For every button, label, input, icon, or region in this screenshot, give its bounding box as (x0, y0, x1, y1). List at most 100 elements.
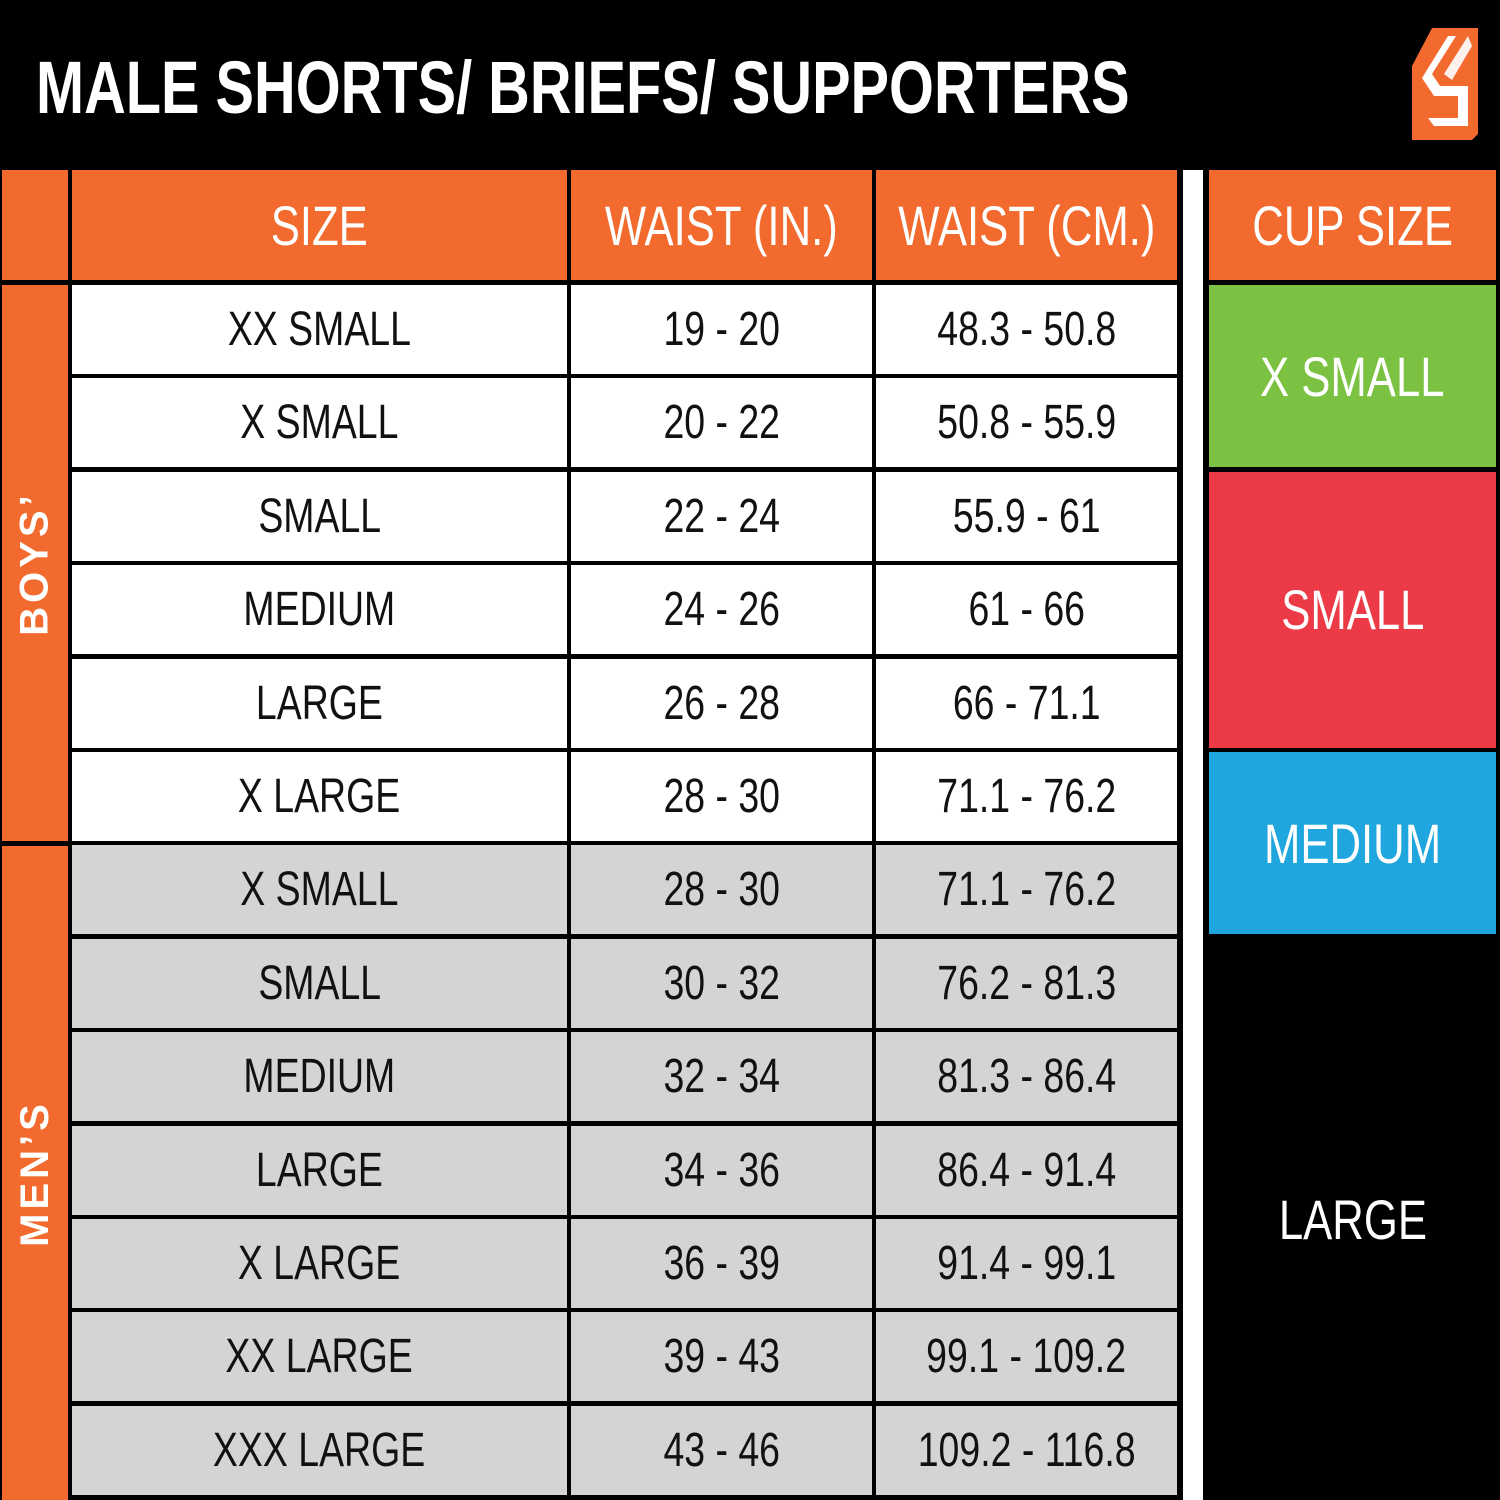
cell-text: 24 - 26 (663, 583, 780, 637)
cell-text: XX LARGE (225, 1330, 414, 1384)
cell-size: MEDIUM (72, 565, 567, 655)
cell-in: 28 - 30 (571, 752, 872, 841)
cell-text: LARGE (256, 676, 383, 730)
cell-text: X SMALL (240, 863, 399, 917)
cell-text: 30 - 32 (663, 956, 780, 1010)
cell-cm: 76.2 - 81.3 (876, 938, 1177, 1028)
boys-label: BOYS’ (12, 490, 57, 636)
cell-text: 91.4 - 99.1 (936, 1237, 1117, 1290)
cell-cm: 71.1 - 76.2 (876, 845, 1177, 935)
cell-text: LARGE (256, 1143, 383, 1197)
cell-text: 43 - 46 (663, 1423, 780, 1477)
cell-in: 34 - 36 (571, 1125, 872, 1215)
header-size-label: SIZE (270, 193, 369, 257)
cell-text: XXX LARGE (213, 1423, 426, 1477)
cell-cm: 50.8 - 55.9 (876, 378, 1177, 468)
mens-label: MEN’S (12, 1099, 57, 1247)
cell-size: SMALL (72, 471, 567, 561)
cell-text: 36 - 39 (663, 1237, 780, 1290)
cell-in: 36 - 39 (571, 1219, 872, 1308)
header-waist-in: WAIST (IN.) (571, 170, 872, 280)
cell-text: X LARGE (238, 770, 401, 823)
cell-size: XX SMALL (72, 285, 567, 374)
header-cup-size: CUP SIZE (1209, 170, 1496, 280)
cup-size-block: X SMALL (1209, 285, 1496, 468)
cell-cm: 71.1 - 76.2 (876, 752, 1177, 841)
cell-text: 99.1 - 109.2 (926, 1330, 1127, 1384)
cell-cm: 48.3 - 50.8 (876, 285, 1177, 374)
cup-size-label: X SMALL (1260, 344, 1445, 408)
cell-in: 19 - 20 (571, 285, 872, 374)
cell-text: 39 - 43 (663, 1330, 780, 1384)
cell-in: 39 - 43 (571, 1312, 872, 1402)
cell-text: 26 - 28 (663, 676, 780, 730)
cell-text: 28 - 30 (663, 770, 780, 823)
cell-in: 22 - 24 (571, 471, 872, 561)
cell-text: 76.2 - 81.3 (936, 956, 1117, 1010)
cell-text: 19 - 20 (663, 303, 780, 356)
cell-size: X LARGE (72, 752, 567, 841)
brand-logo (1412, 28, 1478, 140)
cell-in: 43 - 46 (571, 1405, 872, 1495)
cell-in: 24 - 26 (571, 565, 872, 655)
cell-in: 28 - 30 (571, 845, 872, 935)
cell-text: SMALL (258, 956, 381, 1010)
cell-cm: 99.1 - 109.2 (876, 1312, 1177, 1402)
cell-cm: 109.2 - 116.8 (876, 1405, 1177, 1495)
cell-cm: 61 - 66 (876, 565, 1177, 655)
cell-text: 20 - 22 (663, 396, 780, 450)
cell-in: 26 - 28 (571, 658, 872, 748)
cup-size-block: LARGE (1209, 938, 1496, 1500)
cell-text: 86.4 - 91.4 (936, 1143, 1117, 1197)
cell-text: X SMALL (240, 396, 399, 450)
cell-text: 28 - 30 (663, 863, 780, 917)
cell-text: 32 - 34 (663, 1050, 780, 1104)
cup-size-block: MEDIUM (1209, 752, 1496, 935)
cup-size-block: SMALL (1209, 471, 1496, 748)
header-cup-label: CUP SIZE (1252, 193, 1453, 257)
cell-text: 22 - 24 (663, 489, 780, 543)
cell-text: 61 - 66 (968, 583, 1085, 637)
column-divider (1183, 170, 1203, 1500)
cell-text: 66 - 71.1 (952, 676, 1101, 730)
cup-size-label: LARGE (1278, 1187, 1427, 1251)
cell-cm: 66 - 71.1 (876, 658, 1177, 748)
cell-text: SMALL (258, 489, 381, 543)
cell-size: LARGE (72, 658, 567, 748)
cell-cm: 86.4 - 91.4 (876, 1125, 1177, 1215)
cell-size: SMALL (72, 938, 567, 1028)
group-label-mens: MEN’S (2, 846, 68, 1500)
header-size: SIZE (72, 170, 567, 280)
cell-size: X LARGE (72, 1219, 567, 1308)
cell-text: MEDIUM (243, 583, 396, 637)
cell-in: 20 - 22 (571, 378, 872, 468)
cell-size: XXX LARGE (72, 1405, 567, 1495)
cell-text: 48.3 - 50.8 (936, 303, 1117, 356)
cell-text: 71.1 - 76.2 (936, 863, 1117, 917)
cell-text: 81.3 - 86.4 (936, 1050, 1117, 1104)
cell-size: X SMALL (72, 845, 567, 935)
cell-size: X SMALL (72, 378, 567, 468)
cell-text: X LARGE (238, 1237, 401, 1290)
cell-text: 109.2 - 116.8 (917, 1423, 1136, 1477)
group-label-boys: BOYS’ (2, 285, 68, 841)
cell-size: MEDIUM (72, 1032, 567, 1122)
cell-cm: 55.9 - 61 (876, 471, 1177, 561)
header-waist-in-label: WAIST (IN.) (605, 193, 838, 257)
cell-text: 34 - 36 (663, 1143, 780, 1197)
header-corner (2, 170, 68, 280)
cell-in: 32 - 34 (571, 1032, 872, 1122)
cell-text: MEDIUM (243, 1050, 396, 1104)
cup-size-label: SMALL (1280, 578, 1425, 642)
cell-size: XX LARGE (72, 1312, 567, 1402)
cell-text: 55.9 - 61 (952, 489, 1101, 543)
cell-text: 50.8 - 55.9 (936, 396, 1117, 450)
header-waist-cm-label: WAIST (CM.) (897, 193, 1156, 257)
cup-size-label: MEDIUM (1263, 811, 1442, 875)
cell-size: LARGE (72, 1125, 567, 1215)
header-waist-cm: WAIST (CM.) (876, 170, 1177, 280)
cell-in: 30 - 32 (571, 938, 872, 1028)
cell-text: XX SMALL (227, 303, 412, 356)
cell-cm: 91.4 - 99.1 (876, 1219, 1177, 1308)
cell-cm: 81.3 - 86.4 (876, 1032, 1177, 1122)
